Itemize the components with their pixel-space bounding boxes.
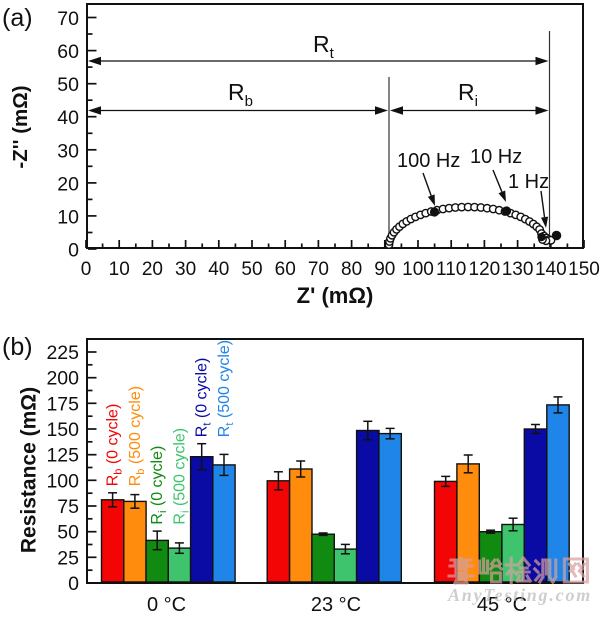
svg-text:100: 100 [402,259,434,280]
svg-text:Rb (0 cycle): Rb (0 cycle) [105,404,125,487]
svg-text:200: 200 [46,368,79,390]
svg-text:110: 110 [436,259,466,280]
svg-text:Rb (500 cycle): Rb (500 cycle) [127,386,147,486]
svg-text:10: 10 [109,259,130,280]
svg-text:Resistance (mΩ): Resistance (mΩ) [18,387,41,553]
svg-text:Z' (mΩ): Z' (mΩ) [297,283,374,308]
svg-text:(a): (a) [2,4,33,32]
svg-text:75: 75 [57,496,79,518]
svg-text:40: 40 [208,259,229,280]
svg-text:-Z'' (mΩ): -Z'' (mΩ) [9,85,32,168]
svg-text:0: 0 [68,573,79,595]
svg-text:20: 20 [57,173,79,195]
svg-text:40: 40 [57,107,79,129]
svg-text:175: 175 [46,393,79,415]
svg-text:0 °C: 0 °C [147,594,186,614]
svg-text:23 °C: 23 °C [311,594,361,614]
svg-text:70: 70 [57,8,79,30]
svg-text:10 Hz: 10 Hz [470,146,522,168]
svg-text:Rt (500 cycle): Rt (500 cycle) [216,340,236,437]
svg-text:70: 70 [308,259,329,280]
svg-text:10: 10 [57,206,79,228]
svg-text:Ri (0 cycle): Ri (0 cycle) [149,446,169,525]
svg-text:20: 20 [142,259,163,280]
svg-text:60: 60 [275,259,296,280]
svg-text:0: 0 [81,259,92,280]
svg-text:50: 50 [57,74,79,96]
svg-text:25: 25 [57,547,79,569]
svg-text:120: 120 [469,259,501,280]
svg-text:130: 130 [502,259,534,280]
svg-text:45 °C: 45 °C [477,594,527,614]
svg-text:Ri: Ri [458,79,478,110]
svg-text:225: 225 [46,342,79,364]
svg-text:140: 140 [535,259,567,280]
svg-text:100 Hz: 100 Hz [397,150,460,172]
svg-text:Rt: Rt [313,31,335,62]
svg-text:Rt (0 cycle): Rt (0 cycle) [194,358,214,438]
svg-text:100: 100 [46,470,79,492]
svg-text:80: 80 [341,259,362,280]
svg-text:1 Hz: 1 Hz [508,171,549,193]
svg-text:(b): (b) [2,333,33,361]
svg-text:30: 30 [57,140,79,162]
svg-text:150: 150 [46,419,79,441]
svg-text:0: 0 [68,240,79,262]
svg-text:50: 50 [57,522,79,544]
svg-text:50: 50 [241,259,262,280]
svg-text:30: 30 [175,259,196,280]
svg-text:AnyTesting.com: AnyTesting.com [447,585,592,605]
svg-text:150: 150 [568,259,600,280]
svg-text:60: 60 [57,41,79,63]
svg-text:125: 125 [46,445,79,467]
svg-text:Ri (500 cycle): Ri (500 cycle) [171,428,191,525]
svg-text:90: 90 [374,259,395,280]
